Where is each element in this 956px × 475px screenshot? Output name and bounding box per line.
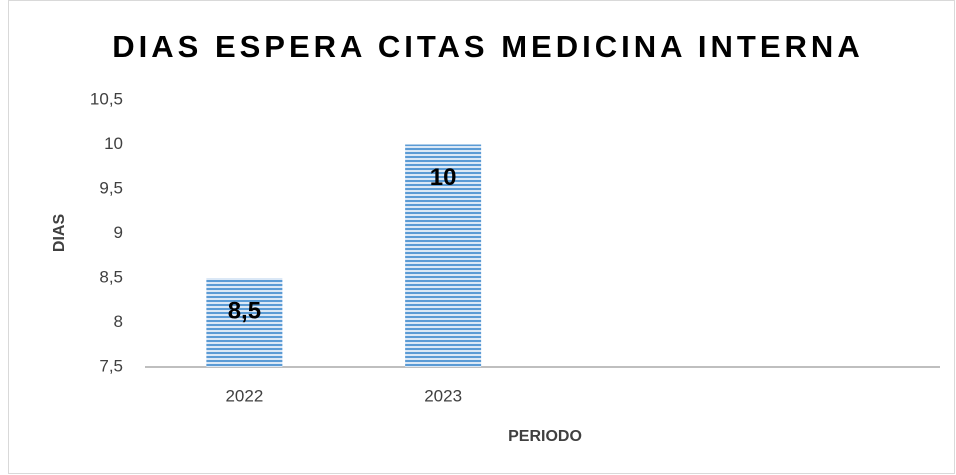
- chart-title: DIAS ESPERA CITAS MEDICINA INTERNA: [112, 29, 863, 64]
- data-label: 8,5: [228, 297, 261, 324]
- data-label: 10: [430, 164, 457, 191]
- bar: [206, 278, 283, 367]
- x-axis-label: PERIODO: [508, 428, 582, 445]
- chart-border: [8, 0, 955, 474]
- y-tick-label: 8,5: [99, 267, 123, 286]
- y-tick-label: 9,5: [99, 178, 123, 197]
- y-axis-label: DIAS: [51, 214, 68, 253]
- y-tick-label: 7,5: [99, 356, 123, 375]
- y-tick-label: 9: [114, 223, 123, 242]
- x-tick-label: 2022: [225, 386, 263, 405]
- bar: [405, 144, 482, 367]
- y-tick-label: 10,5: [90, 89, 123, 108]
- y-tick-label: 10: [104, 134, 123, 153]
- x-tick-label: 2023: [424, 386, 462, 405]
- y-tick-label: 8: [114, 312, 123, 331]
